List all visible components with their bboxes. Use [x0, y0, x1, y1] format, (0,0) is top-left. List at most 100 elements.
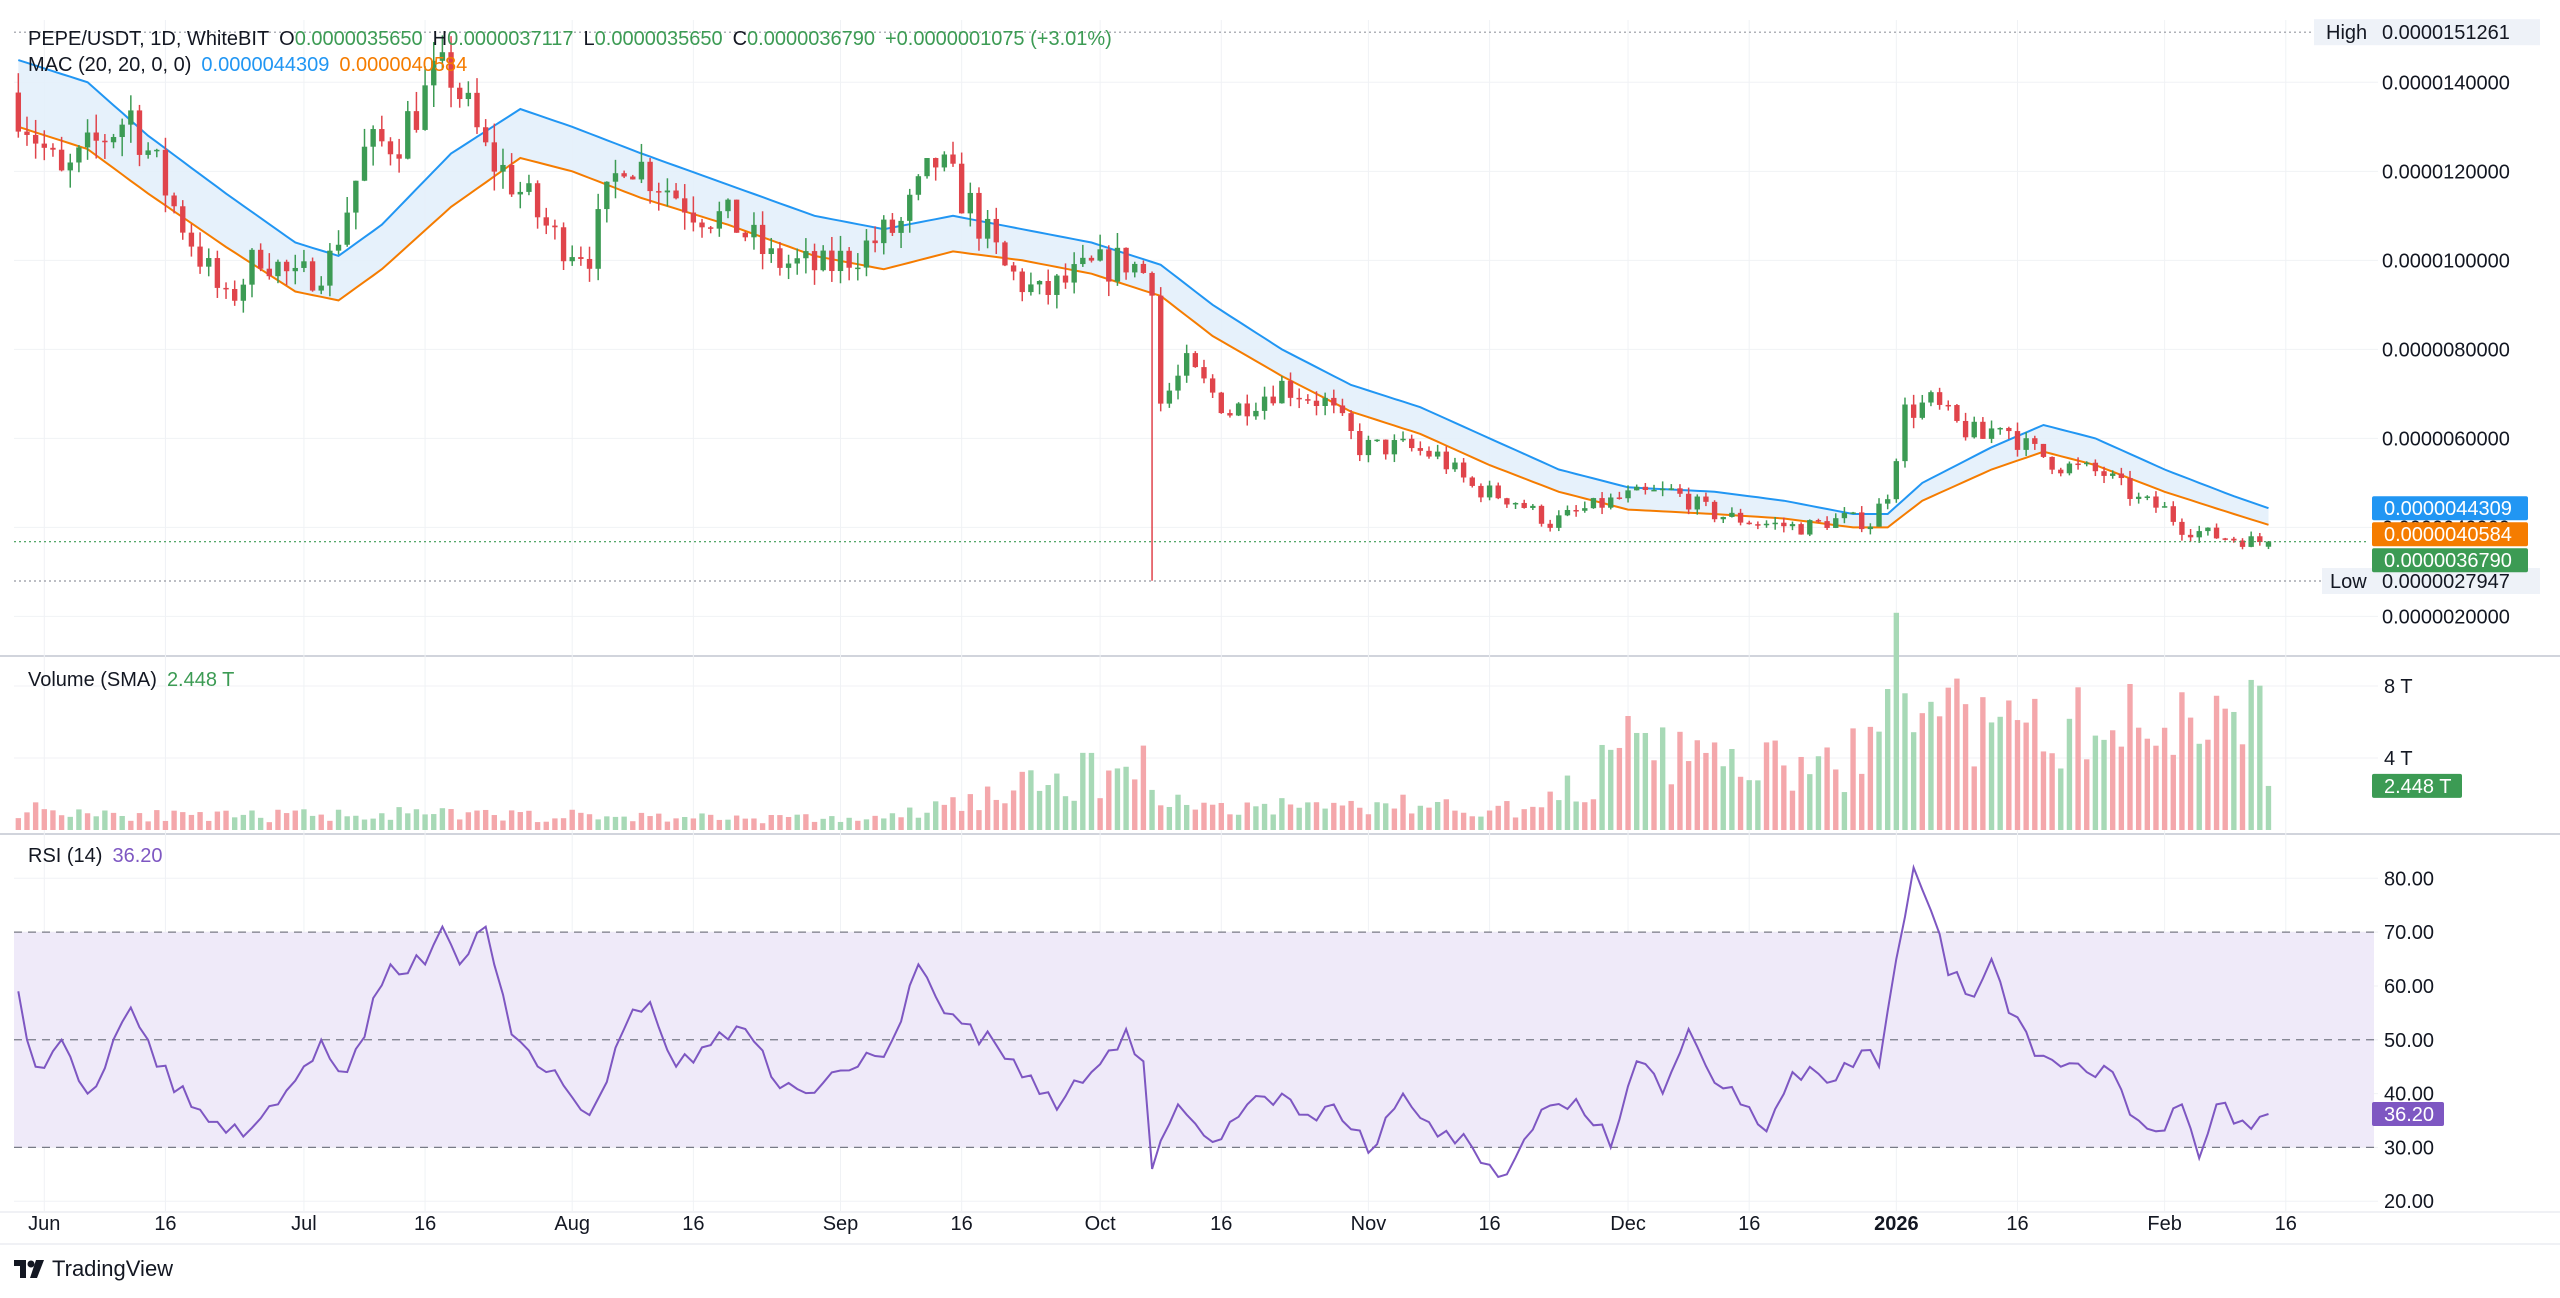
volume-bar: [881, 818, 887, 830]
volume-bar: [1988, 722, 1995, 830]
volume-bar: [2023, 722, 2029, 830]
mac-label[interactable]: MAC (20, 20, 0, 0): [28, 54, 192, 76]
candle-body: [1071, 264, 1077, 283]
volume-bar: [2144, 738, 2150, 830]
rsi-layer: [14, 863, 2374, 1179]
volume-bar: [2049, 753, 2055, 830]
time-tick-label: Nov: [1351, 1213, 1387, 1235]
candle-body: [1564, 510, 1571, 516]
candle-body: [829, 250, 835, 272]
volume-bar: [413, 809, 420, 830]
candle-body: [1426, 450, 1432, 457]
volume-bar: [457, 819, 463, 830]
low-tag-bg: [2322, 568, 2540, 595]
candle-body: [232, 288, 238, 301]
volume-bar: [1703, 752, 1709, 830]
candle-body: [578, 257, 584, 259]
volume-bar: [1365, 814, 1372, 830]
volume-bar: [699, 813, 705, 830]
candle-body: [1850, 512, 1856, 514]
volume-bar: [318, 814, 324, 830]
candle-body: [560, 227, 567, 262]
volume-bar: [586, 814, 593, 830]
candle-body: [612, 173, 619, 182]
candle-body: [2231, 538, 2237, 541]
volume-bar: [803, 814, 809, 830]
volume-bar: [1884, 689, 1891, 830]
volume-bar: [2092, 735, 2099, 830]
candle-body: [1114, 247, 1121, 282]
candle-body: [1504, 498, 1510, 505]
volume-bar: [15, 818, 22, 830]
candle-body: [1833, 518, 1839, 528]
volume-bar: [1668, 784, 1675, 830]
volume-bar: [1460, 812, 1467, 830]
candle-body: [84, 132, 91, 148]
volume-bar: [1893, 612, 1900, 830]
volume-bar: [1608, 749, 1614, 830]
volume-bar: [1253, 806, 1259, 830]
volume-bar: [958, 810, 965, 830]
symbol-title[interactable]: PEPE/USDT, 1D, WhiteBIT: [28, 28, 270, 50]
candle-body: [1936, 392, 1943, 405]
volume-bar: [1478, 816, 1484, 830]
low-value: 0.0000027947: [2382, 571, 2510, 593]
candle-body: [41, 143, 47, 148]
rsi-label[interactable]: RSI (14): [28, 845, 103, 867]
volume-bar: [102, 810, 108, 830]
volume-bar: [820, 818, 826, 830]
volume-bar: [1045, 785, 1051, 830]
candle-body: [1530, 505, 1536, 508]
brand-label: TradingView: [52, 1256, 174, 1281]
candle-body: [1547, 523, 1553, 528]
candle-body: [543, 217, 549, 226]
candle-body: [1495, 485, 1501, 499]
volume-bar: [1521, 809, 1527, 830]
volume-bar: [1807, 774, 1813, 830]
volume-bar: [508, 810, 515, 830]
volume-bar: [448, 809, 454, 830]
candle-body: [1443, 451, 1449, 470]
candle-body: [1746, 522, 1752, 525]
volume-bar: [1547, 791, 1553, 830]
mac-lower-line: [17, 125, 2269, 529]
volume-bar: [2248, 679, 2254, 830]
volume-bar: [595, 819, 601, 830]
candle-body: [1478, 485, 1484, 498]
volume-label[interactable]: Volume (SMA): [28, 669, 157, 691]
volume-bar: [1088, 752, 1095, 830]
candle-body: [742, 232, 748, 238]
candle-body: [154, 149, 160, 152]
volume-bar: [837, 821, 844, 830]
volume-bar: [1218, 802, 1224, 830]
candle-body: [1261, 396, 1268, 411]
volume-bar: [1400, 794, 1406, 830]
tradingview-brand[interactable]: TradingView: [14, 1256, 173, 1282]
candle-body: [1763, 523, 1770, 526]
candle-body: [638, 161, 645, 180]
volume-bar: [119, 816, 125, 830]
mac-upper-line: [18, 59, 2269, 515]
candle-body: [2101, 471, 2107, 476]
candle-body: [1331, 397, 1337, 406]
volume-bar: [500, 820, 506, 830]
candle-body: [1659, 488, 1666, 491]
volume-bar: [162, 820, 169, 830]
volume-bar: [1374, 802, 1380, 830]
candle-body: [933, 158, 939, 168]
volume-bar: [2187, 717, 2194, 830]
volume-bar: [1763, 742, 1770, 830]
volume-bar: [422, 814, 428, 830]
rsi-tick-label: 60.00: [2384, 976, 2434, 998]
candle-body: [1971, 421, 1977, 438]
volume-bar: [1694, 740, 1700, 830]
candle-body: [396, 154, 402, 159]
candle-body: [405, 111, 411, 159]
candle-body: [863, 240, 870, 268]
volume-bar: [1997, 716, 2003, 830]
candle-body: [1945, 404, 1951, 407]
candles-layer: [15, 35, 2272, 581]
candle-body: [1140, 263, 1147, 273]
volume-bar: [1054, 773, 1060, 830]
